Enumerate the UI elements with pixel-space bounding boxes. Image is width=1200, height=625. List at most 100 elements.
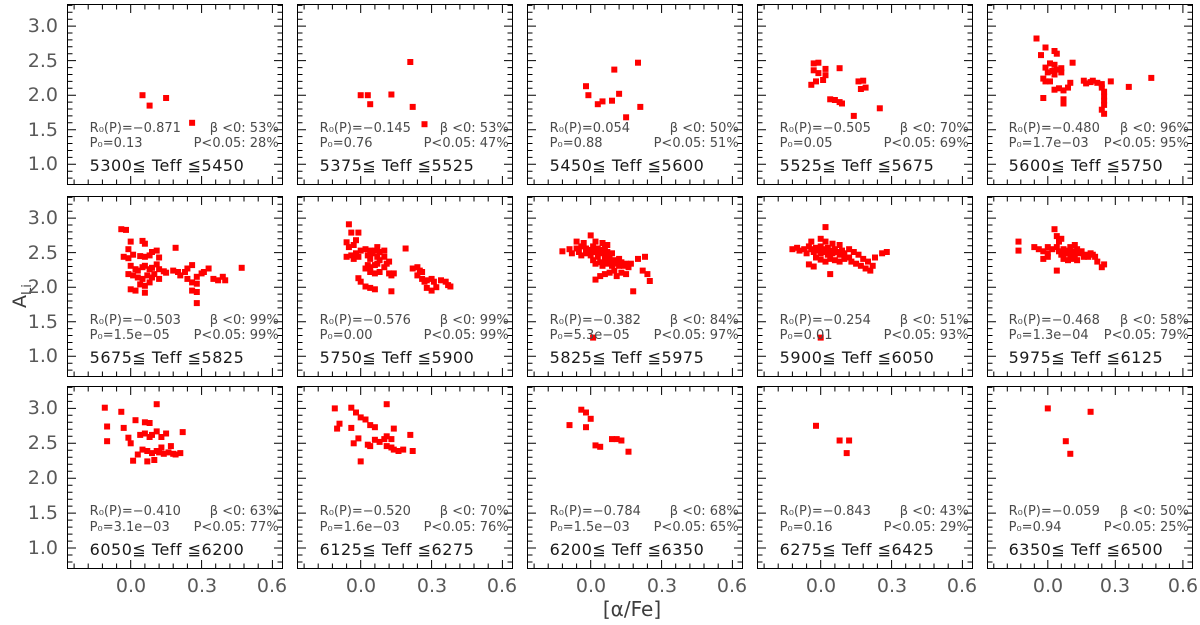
data-point <box>123 226 129 233</box>
data-point <box>353 237 359 244</box>
data-point <box>362 265 369 272</box>
panel-plot <box>527 196 743 377</box>
data-point <box>642 253 648 260</box>
data-point <box>618 269 625 276</box>
data-point <box>559 248 566 255</box>
data-point <box>132 417 139 424</box>
data-point <box>156 254 163 261</box>
data-point <box>857 86 864 92</box>
data-point <box>573 238 580 245</box>
data-point <box>618 259 625 266</box>
data-point <box>438 277 444 284</box>
x-tick-label: 0.3 <box>876 575 908 597</box>
y-tick-label: 2.5 <box>27 432 58 454</box>
data-point <box>141 262 148 269</box>
data-point <box>578 406 585 413</box>
data-point <box>578 243 585 250</box>
data-point <box>357 414 364 421</box>
x-tick-label: 0.3 <box>416 575 448 597</box>
panel-border <box>527 4 743 185</box>
data-point <box>789 246 796 253</box>
y-tick-label: 2.0 <box>27 467 58 489</box>
data-point <box>611 66 618 73</box>
scatter-panel: R₀(P)=−0.059 β <0: 50% P₀=0.94 P<0.05: 25% 6… <box>987 386 1193 569</box>
data-point <box>637 103 644 110</box>
stat-beta: β <0: 99% <box>209 312 279 328</box>
data-point <box>805 261 812 268</box>
data-point <box>414 264 421 271</box>
stat-beta: β <0: 53% <box>439 120 509 136</box>
data-point <box>566 422 573 429</box>
data-point <box>120 424 127 431</box>
data-point <box>151 271 158 278</box>
data-point <box>836 65 843 72</box>
data-point <box>1089 77 1096 84</box>
data-point <box>1033 35 1040 42</box>
data-point <box>616 255 623 262</box>
data-point <box>601 252 608 259</box>
data-point <box>127 238 134 245</box>
data-point <box>374 244 381 251</box>
x-tick-label: 0.0 <box>575 575 607 597</box>
data-point <box>583 424 589 431</box>
data-point <box>609 436 615 443</box>
data-point <box>1067 79 1074 86</box>
data-point <box>331 405 338 412</box>
data-point <box>172 244 179 251</box>
data-point <box>822 238 829 245</box>
data-point <box>1098 81 1105 88</box>
data-point <box>395 448 402 454</box>
data-point <box>409 103 416 110</box>
teff-range: 5675≦ Teff ≦5825 <box>89 348 245 368</box>
data-point <box>855 78 862 85</box>
data-point <box>1087 408 1094 415</box>
data-point <box>836 251 843 258</box>
data-point <box>1101 261 1108 268</box>
axis-ticks <box>68 386 282 568</box>
data-point <box>580 240 587 246</box>
data-point <box>419 269 426 275</box>
data-point <box>390 270 397 277</box>
data-point <box>141 430 148 437</box>
scatter-panel: R₀(P)=−0.145 β <0: 53% P₀=0.76 P<0.05: 47% 5… <box>297 4 513 185</box>
stat-p0: P₀=0.16 <box>779 519 833 535</box>
data-point <box>644 271 651 278</box>
data-point <box>423 277 430 284</box>
data-point <box>134 267 141 274</box>
data-point <box>585 92 592 99</box>
data-point <box>364 252 371 259</box>
data-point <box>1148 74 1155 81</box>
data-point <box>348 424 355 431</box>
data-point <box>367 255 374 262</box>
data-point <box>587 246 594 253</box>
data-point <box>1101 110 1108 117</box>
stat-beta: β <0: 50% <box>1119 503 1189 519</box>
data-point <box>623 114 630 121</box>
axis-ticks <box>298 196 512 376</box>
data-point <box>597 443 604 450</box>
panel-plot <box>987 196 1193 377</box>
data-point <box>616 262 623 269</box>
data-point <box>599 240 606 246</box>
stat-p: P<0.05: 99% <box>193 328 279 344</box>
teff-range: 5975≦ Teff ≦6125 <box>1008 348 1164 368</box>
data-point <box>139 275 146 282</box>
data-point <box>163 95 170 101</box>
teff-range: 6125≦ Teff ≦6275 <box>319 539 475 559</box>
data-point <box>357 278 364 285</box>
data-point <box>587 252 594 259</box>
data-point <box>860 255 867 262</box>
data-point <box>383 443 390 450</box>
data-point <box>1074 257 1081 264</box>
data-point <box>1053 244 1060 251</box>
stat-r0: R₀(P)=−0.843 <box>779 503 871 519</box>
data-point <box>1069 59 1076 66</box>
data-point <box>376 438 383 445</box>
x-axis-label: [α/Fe] <box>602 597 662 621</box>
axis-ticks <box>528 196 742 376</box>
teff-range: 5525≦ Teff ≦5675 <box>779 156 935 176</box>
panel-border <box>757 386 973 569</box>
data-point <box>592 249 599 255</box>
data-point <box>130 251 137 258</box>
data-point <box>568 250 575 257</box>
